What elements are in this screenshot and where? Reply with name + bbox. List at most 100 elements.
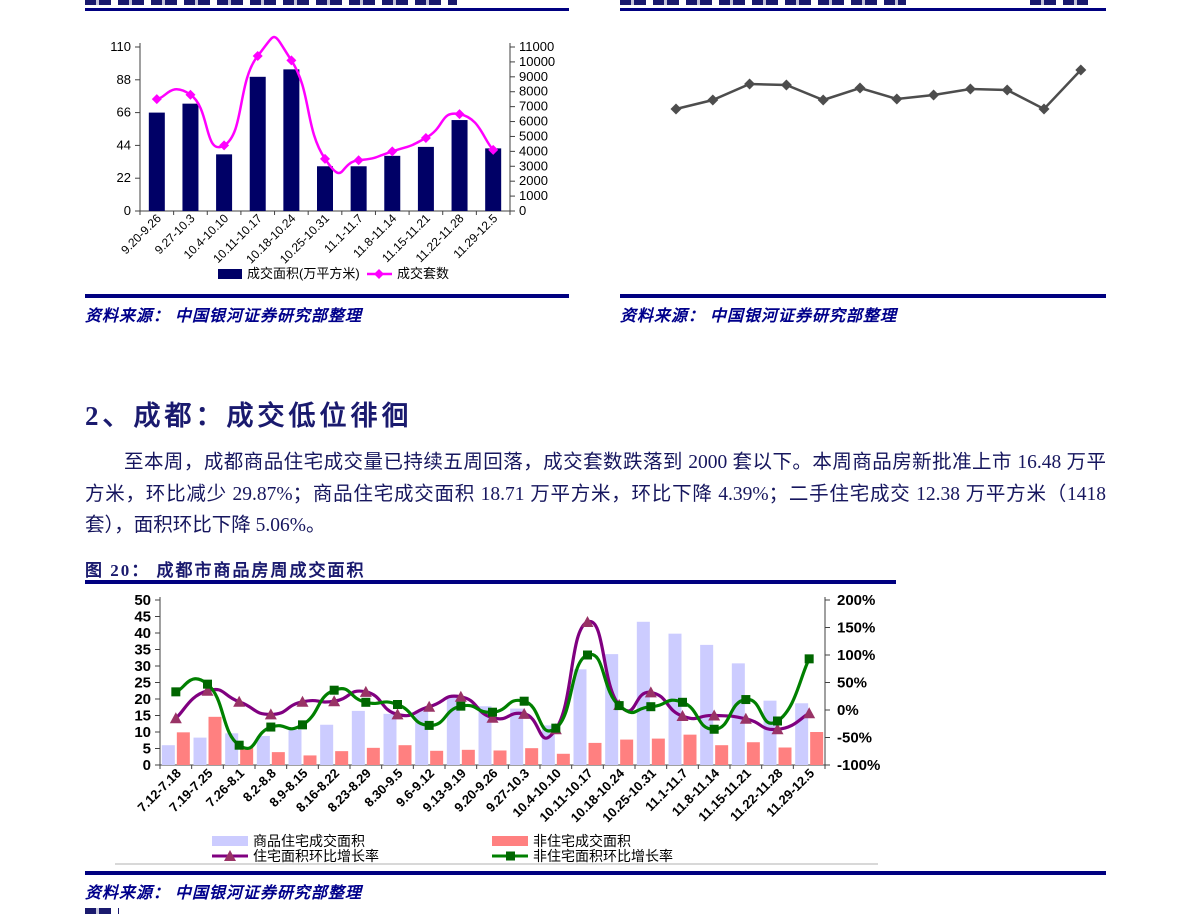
bar xyxy=(651,738,665,765)
square-marker xyxy=(298,720,307,730)
square-marker xyxy=(519,696,529,706)
svg-text:0%: 0% xyxy=(837,702,859,719)
svg-text:110: 110 xyxy=(110,39,131,54)
triangle-marker xyxy=(359,685,372,697)
paragraph-line: 方米，环比减少 29.87%；商品住宅成交面积 18.71 万平方米，环比下降 … xyxy=(85,483,1106,505)
bar xyxy=(485,148,502,211)
diamond-marker xyxy=(1075,64,1087,76)
bar xyxy=(415,710,429,765)
svg-text:50%: 50% xyxy=(837,675,867,692)
square-marker xyxy=(678,697,687,707)
diamond-marker xyxy=(219,140,230,151)
svg-text:10: 10 xyxy=(134,724,151,741)
title-rule-left xyxy=(85,8,569,11)
diamond-marker xyxy=(964,83,976,95)
svg-text:88: 88 xyxy=(117,72,131,87)
square-marker xyxy=(361,697,371,707)
square-marker xyxy=(614,701,624,711)
bar xyxy=(795,703,809,765)
diamond-marker xyxy=(928,89,940,101)
square-marker xyxy=(709,724,719,734)
legend-label: 住宅面积环比增长率 xyxy=(253,848,379,864)
right-axis-labels: 0100020003000400050006000700080009000100… xyxy=(510,39,555,218)
svg-text:0: 0 xyxy=(124,203,131,218)
svg-text:25: 25 xyxy=(134,675,151,692)
bar xyxy=(446,697,460,765)
svg-text:20: 20 xyxy=(134,691,151,708)
diamond-marker xyxy=(854,82,866,94)
figure-20-caption-rule xyxy=(85,580,896,584)
diamond-marker xyxy=(891,93,903,105)
bar xyxy=(398,745,412,765)
line-markers xyxy=(171,650,814,750)
triangle-marker xyxy=(328,695,341,707)
legend-label-bar: 成交面积(万平方米) xyxy=(247,266,360,281)
square-marker xyxy=(488,707,497,717)
x-axis-labels: 9.20-9.269.27-10.310.4-10.1010.11-10.171… xyxy=(118,211,500,266)
diamond-marker xyxy=(353,155,364,166)
bar xyxy=(351,710,365,765)
bar xyxy=(493,750,507,765)
diamond-marker xyxy=(488,144,499,155)
svg-text:11000: 11000 xyxy=(519,39,554,54)
bar-series-residential xyxy=(161,621,809,765)
source-text-right: 资料来源： 中国银河证券研究部整理 xyxy=(620,308,898,325)
bar xyxy=(283,69,300,211)
svg-text:2000: 2000 xyxy=(519,173,548,188)
bar xyxy=(810,732,824,765)
triangle-marker xyxy=(423,700,436,712)
clipped-next-heading xyxy=(85,908,119,914)
bar xyxy=(731,663,745,765)
svg-text:15: 15 xyxy=(134,708,151,725)
diamond-marker xyxy=(387,146,398,157)
triangle-marker xyxy=(296,695,309,707)
svg-text:66: 66 xyxy=(117,105,131,120)
svg-text:44: 44 xyxy=(117,137,131,152)
svg-text:30: 30 xyxy=(134,658,151,675)
bar xyxy=(208,716,222,765)
svg-text:35: 35 xyxy=(134,642,151,659)
bar xyxy=(700,644,714,765)
bar xyxy=(746,742,760,765)
diamond-marker xyxy=(252,50,263,61)
square-marker xyxy=(266,722,276,732)
triangle-marker xyxy=(201,684,214,696)
bar xyxy=(303,755,317,765)
triangle-marker xyxy=(454,690,467,702)
diamond-marker xyxy=(817,94,829,106)
paragraph-line: 套），面积环比下降 5.06%。 xyxy=(85,515,326,536)
legend-label-line: 成交套数 xyxy=(397,266,449,281)
bar xyxy=(193,737,207,765)
svg-text:9000: 9000 xyxy=(519,69,548,84)
square-marker xyxy=(741,695,751,705)
triangle-marker xyxy=(169,712,182,724)
square-marker xyxy=(329,685,339,695)
svg-text:1000: 1000 xyxy=(519,188,548,203)
bar xyxy=(271,752,285,765)
x-axis-ticks xyxy=(139,211,511,215)
bar xyxy=(451,120,468,211)
svg-text:-100%: -100% xyxy=(837,757,880,774)
svg-text:0: 0 xyxy=(519,203,526,218)
bar xyxy=(430,750,444,765)
square-marker xyxy=(646,702,656,712)
bar xyxy=(256,735,270,765)
diamond-marker xyxy=(744,78,756,90)
svg-text:22: 22 xyxy=(117,170,131,185)
diamond-marker xyxy=(185,89,196,100)
triangle-marker xyxy=(644,686,657,698)
triangle-marker xyxy=(233,695,246,707)
diamond-marker xyxy=(286,55,297,66)
svg-text:4000: 4000 xyxy=(519,143,548,158)
bar xyxy=(384,155,401,211)
square-marker xyxy=(583,650,592,660)
bar xyxy=(148,112,165,211)
square-marker xyxy=(506,851,515,861)
legend-cover-box xyxy=(725,15,999,42)
bar xyxy=(556,753,570,765)
svg-text:8000: 8000 xyxy=(519,84,548,99)
triangle-marker xyxy=(581,616,594,627)
left-axis-labels: 0 22 44 66 88 110 xyxy=(110,39,140,218)
chart-top-right-svg xyxy=(670,64,1087,115)
